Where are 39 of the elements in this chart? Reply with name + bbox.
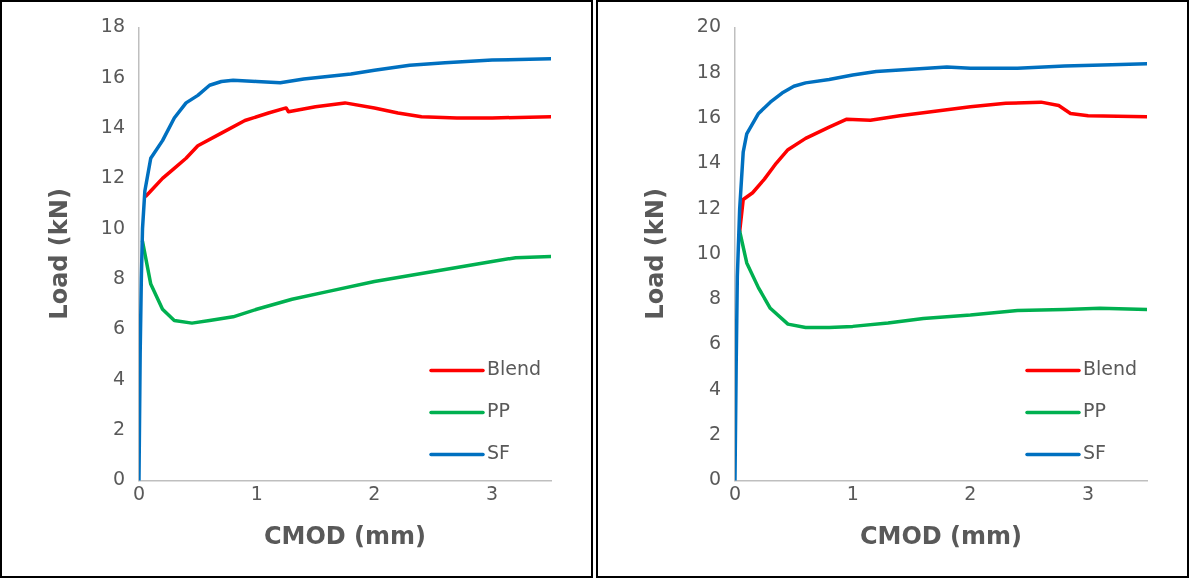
- y-tick-label: 10: [696, 240, 721, 263]
- legend-label: Blend: [487, 357, 542, 380]
- x-tick-label: 3: [1082, 481, 1095, 504]
- y-tick-label: 16: [100, 64, 125, 87]
- y-axis-title: Load (kN): [640, 188, 669, 320]
- x-tick-label: 2: [368, 481, 381, 504]
- x-tick-label: 0: [132, 481, 146, 504]
- x-tick-label: 2: [964, 481, 977, 504]
- y-tick-label: 8: [708, 286, 721, 309]
- y-tick-label: 8: [112, 266, 125, 288]
- y-tick-label: 12: [696, 195, 721, 218]
- y-tick-label: 4: [112, 366, 125, 389]
- legend-label: PP: [1083, 399, 1106, 422]
- x-tick-label: 0: [728, 481, 742, 504]
- y-tick-label: 4: [708, 376, 721, 399]
- legend-label: SF: [487, 441, 510, 464]
- x-tick-label: 1: [250, 481, 263, 504]
- x-axis-title: CMOD (mm): [263, 521, 427, 550]
- y-tick-label: 10: [100, 215, 125, 238]
- x-tick-label: 3: [486, 481, 499, 504]
- x-tick-label: 1: [846, 481, 859, 504]
- y-tick-label: 0: [708, 467, 721, 490]
- y-tick-label: 20: [696, 14, 721, 37]
- legend-label: SF: [1083, 441, 1106, 464]
- y-tick-label: 18: [696, 59, 721, 82]
- y-tick-label: 0: [112, 467, 125, 490]
- y-tick-label: 6: [708, 331, 721, 354]
- legend-label: PP: [487, 399, 510, 422]
- x-axis-title: CMOD (mm): [859, 521, 1023, 550]
- y-tick-label: 16: [696, 104, 721, 127]
- y-tick-label: 14: [100, 115, 125, 137]
- y-tick-label: 14: [696, 150, 721, 173]
- y-axis-title: Load (kN): [44, 188, 73, 320]
- legend-label: Blend: [1083, 357, 1138, 380]
- y-tick-label: 2: [708, 422, 721, 445]
- y-tick-label: 6: [112, 316, 125, 339]
- y-tick-label: 2: [112, 417, 125, 439]
- y-tick-label: 18: [100, 14, 125, 37]
- y-tick-label: 12: [100, 165, 125, 188]
